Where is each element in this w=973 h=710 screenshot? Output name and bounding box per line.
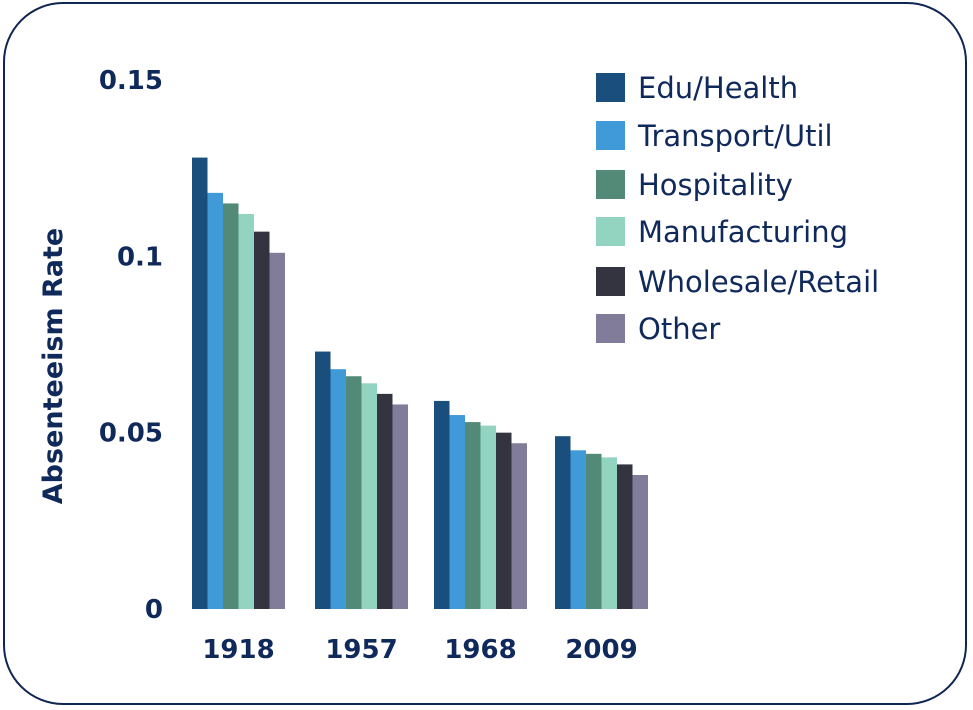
bar	[315, 351, 331, 609]
legend-label: Wholesale/Retail	[638, 265, 879, 299]
bar	[361, 383, 377, 609]
legend-swatch	[596, 121, 625, 150]
x-tick-label: 1968	[444, 635, 516, 665]
legend-item: Hospitality	[596, 168, 793, 202]
legend-label: Transport/Util	[637, 119, 833, 153]
y-tick-label: 0.15	[99, 66, 163, 96]
legend-item: Manufacturing	[596, 215, 848, 249]
bar	[392, 404, 408, 609]
legend: Edu/Health Transport/Util Hospitality Manuf…	[596, 71, 879, 346]
bar-groups	[192, 157, 648, 609]
bar	[238, 214, 254, 609]
legend-swatch	[596, 267, 625, 296]
bar	[449, 415, 465, 609]
bar	[223, 203, 239, 609]
y-axis-ticks: 0 0.05 0.1 0.15	[99, 66, 163, 625]
bar	[586, 453, 602, 609]
bar	[496, 432, 512, 609]
x-tick-label: 1918	[202, 635, 274, 665]
bar	[254, 231, 270, 609]
bar	[555, 436, 571, 609]
bar	[511, 443, 527, 609]
bar	[434, 400, 450, 609]
bar-group-2009	[555, 436, 648, 609]
legend-item: Edu/Health	[596, 71, 798, 105]
legend-swatch	[596, 73, 625, 102]
legend-item: Wholesale/Retail	[596, 265, 879, 299]
bar-group-1957	[315, 351, 408, 609]
legend-label: Manufacturing	[638, 215, 848, 249]
bar	[617, 464, 633, 609]
legend-swatch	[596, 170, 625, 199]
y-tick-label: 0.1	[117, 242, 163, 272]
legend-item: Other	[596, 312, 720, 346]
bar	[480, 425, 496, 609]
bar	[269, 252, 285, 609]
y-axis-label: Absenteeism Rate	[38, 228, 69, 504]
bar	[207, 192, 223, 609]
legend-swatch	[596, 217, 625, 246]
y-tick-label: 0.05	[99, 419, 163, 449]
legend-swatch	[596, 314, 625, 343]
bar	[465, 422, 481, 609]
x-tick-label: 1957	[325, 635, 397, 665]
bar-group-1918	[192, 157, 285, 609]
bar	[377, 393, 393, 609]
bar	[632, 474, 648, 609]
bar	[346, 376, 362, 609]
legend-item: Transport/Util	[596, 119, 833, 153]
bar	[601, 457, 617, 609]
y-tick-label: 0	[145, 595, 163, 625]
bar	[570, 450, 586, 609]
bar	[192, 157, 208, 609]
legend-label: Other	[638, 312, 720, 346]
x-tick-label: 2009	[565, 635, 637, 665]
x-axis-ticks: 1918 1957 1968 2009	[202, 635, 637, 665]
legend-label: Hospitality	[638, 168, 793, 202]
bar	[330, 369, 346, 609]
bar-group-1968	[434, 400, 527, 609]
legend-label: Edu/Health	[638, 71, 798, 105]
